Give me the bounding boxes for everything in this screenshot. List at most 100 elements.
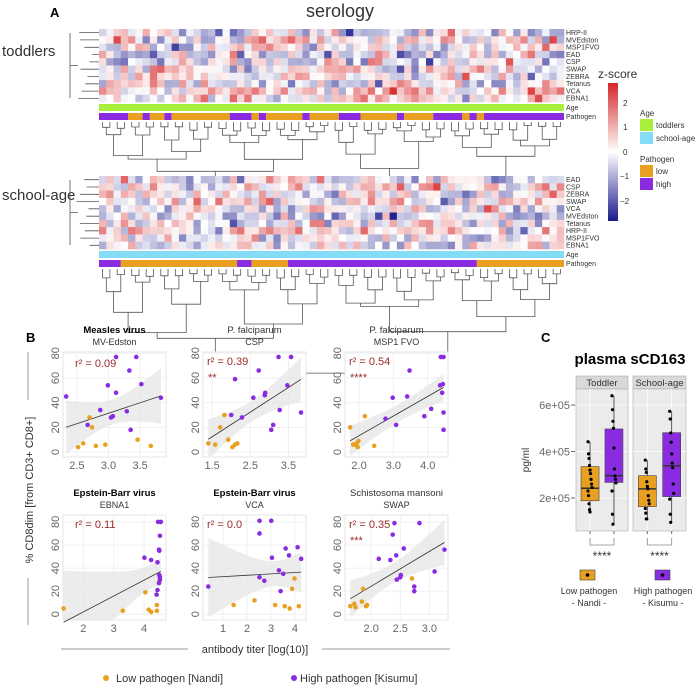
- heatmap-cell: [178, 36, 187, 44]
- heatmap-cell: [484, 241, 492, 250]
- heatmap-cell: [222, 94, 231, 103]
- heatmap-cell: [149, 65, 158, 74]
- heatmap-cell: [251, 80, 260, 88]
- heatmap-cell: [425, 94, 434, 103]
- row-label: MVEdston: [566, 37, 598, 44]
- heatmap-cell: [222, 87, 231, 95]
- heatmap-cell: [353, 227, 361, 235]
- heatmap-cell: [556, 227, 565, 235]
- heatmap-cell: [534, 190, 543, 199]
- heatmap-cell: [527, 205, 536, 213]
- heatmap-cell: [266, 197, 274, 206]
- data-point: [614, 481, 618, 485]
- point-high-pathogen: [393, 422, 399, 428]
- heatmap-cell: [462, 219, 470, 228]
- heatmap-cell: [266, 29, 274, 37]
- point-high-pathogen: [390, 532, 396, 537]
- heatmap-cell: [157, 29, 165, 37]
- row-label: Tetanus: [566, 81, 591, 88]
- heatmap-cell: [149, 212, 158, 221]
- heatmap-cell: [513, 94, 521, 103]
- heatmap-cell: [353, 72, 361, 81]
- facet-label: School-age: [635, 378, 683, 389]
- heatmap-cell: [258, 29, 267, 37]
- heatmap-cell: [367, 94, 376, 103]
- heatmap-cell: [309, 219, 318, 228]
- heatmap-cell: [404, 43, 412, 52]
- heatmap-cell: [113, 58, 122, 66]
- significance-bracket: [589, 538, 615, 546]
- heatmap-cell: [498, 50, 507, 59]
- heatmap-cell: [375, 50, 383, 59]
- heatmap-cell: [295, 94, 303, 103]
- point-high-pathogen: [232, 376, 238, 382]
- heatmap-cell: [513, 197, 521, 206]
- heatmap-cell: [375, 87, 383, 95]
- heatmap-cell: [280, 234, 289, 242]
- age-annotation-bar: [99, 104, 564, 111]
- heatmap-cell: [433, 241, 441, 250]
- heatmap-cell: [389, 241, 398, 250]
- heatmap-cell: [258, 183, 267, 191]
- point-high-pathogen: [128, 427, 133, 433]
- heatmap-cell: [542, 72, 550, 81]
- heatmap-cell: [484, 87, 492, 95]
- heatmap-cell: [462, 72, 470, 81]
- heatmap-cell: [440, 219, 449, 228]
- heatmap-cell: [338, 190, 347, 199]
- data-point: [668, 497, 672, 501]
- heatmap-cell: [244, 219, 252, 228]
- heatmap-cell: [433, 80, 441, 88]
- x-tick-label: 3: [268, 623, 274, 635]
- heatmap-cell: [433, 227, 441, 235]
- heatmap-cell: [484, 80, 492, 88]
- heatmap-cell: [498, 234, 507, 242]
- heatmap-cell: [476, 94, 485, 103]
- heatmap-cell: [207, 241, 216, 250]
- heatmap-cell: [440, 29, 449, 37]
- heatmap-cell: [106, 205, 114, 213]
- heatmap-cell: [251, 72, 260, 81]
- heatmap-cell: [418, 87, 427, 95]
- heatmap-cell: [425, 227, 434, 235]
- heatmap-cell: [266, 80, 274, 88]
- data-point: [668, 409, 672, 413]
- heatmap-cell: [476, 212, 485, 221]
- heatmap-cell: [280, 29, 289, 37]
- zscore-title: z-score: [598, 67, 638, 81]
- pathogen-annotation-cell: [476, 260, 564, 267]
- heatmap-cell: [244, 65, 252, 74]
- point-high-pathogen: [388, 557, 393, 563]
- heatmap-cell: [207, 94, 216, 103]
- heatmap-cell: [99, 50, 107, 59]
- heatmap-cell: [367, 58, 376, 66]
- heatmap-cell: [418, 58, 427, 66]
- heatmap-cell: [287, 29, 296, 37]
- heatmap-cell: [440, 241, 449, 250]
- heatmap-cell: [302, 94, 311, 103]
- heatmap-cell: [193, 241, 202, 250]
- heatmap-cell: [491, 227, 499, 235]
- heatmap-cell: [157, 87, 165, 95]
- pathogen-swatch-high: [640, 178, 653, 190]
- point-high-pathogen: [228, 412, 234, 418]
- heatmap-cell: [476, 87, 485, 95]
- heatmap-cell: [498, 94, 507, 103]
- heatmap-cell: [549, 94, 558, 103]
- heatmap-cell: [491, 190, 499, 199]
- heatmap-cell: [244, 205, 252, 213]
- heatmap-cell: [484, 190, 492, 199]
- heatmap-cell: [258, 234, 267, 242]
- heatmap-cell: [353, 205, 361, 213]
- point-high-pathogen: [110, 413, 116, 419]
- heatmap-cell: [237, 72, 245, 81]
- data-point: [647, 498, 651, 502]
- heatmap-cell: [302, 29, 311, 37]
- x-tick-label: 4.0: [420, 460, 435, 472]
- data-point: [588, 510, 592, 514]
- heatmap-cell: [273, 241, 281, 250]
- y-tick-label: 0: [50, 449, 62, 455]
- heatmap-cell: [178, 183, 187, 191]
- heatmap-cell: [404, 183, 412, 191]
